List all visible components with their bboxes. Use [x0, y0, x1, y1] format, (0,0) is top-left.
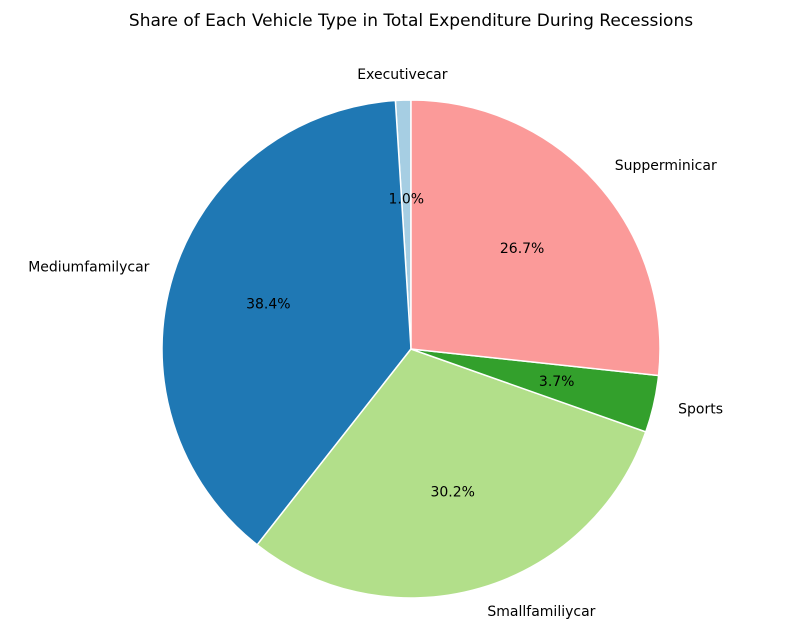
slice-percent-executivecar: 1.0% [389, 192, 425, 208]
slice-label-smallfamiliycar: Smallfamiliycar [487, 604, 595, 620]
chart-title: Share of Each Vehicle Type in Total Expe… [129, 11, 693, 31]
pie-slice-mediumfamilycar [161, 99, 412, 546]
pie-slice-supperminicar [410, 99, 661, 377]
pie-labels: Executivecar 1.0% Mediumfamilycar 38.4% Smal… [28, 67, 723, 620]
slice-percent-smallfamiliycar: 30.2% [430, 484, 474, 500]
slice-label-supperminicar: Supperminicar [615, 158, 717, 174]
slice-label-sports: Sports [678, 402, 723, 418]
pie-slice-smallfamiliycar [256, 348, 647, 599]
pie-slices [161, 99, 661, 599]
slice-percent-sports: 3.7% [539, 374, 575, 390]
slice-label-executivecar: Executivecar [357, 67, 447, 83]
slice-percent-mediumfamilycar: 38.4% [246, 297, 290, 313]
slice-percent-supperminicar: 26.7% [500, 241, 544, 257]
slice-label-mediumfamilycar: Mediumfamilycar [28, 260, 149, 276]
